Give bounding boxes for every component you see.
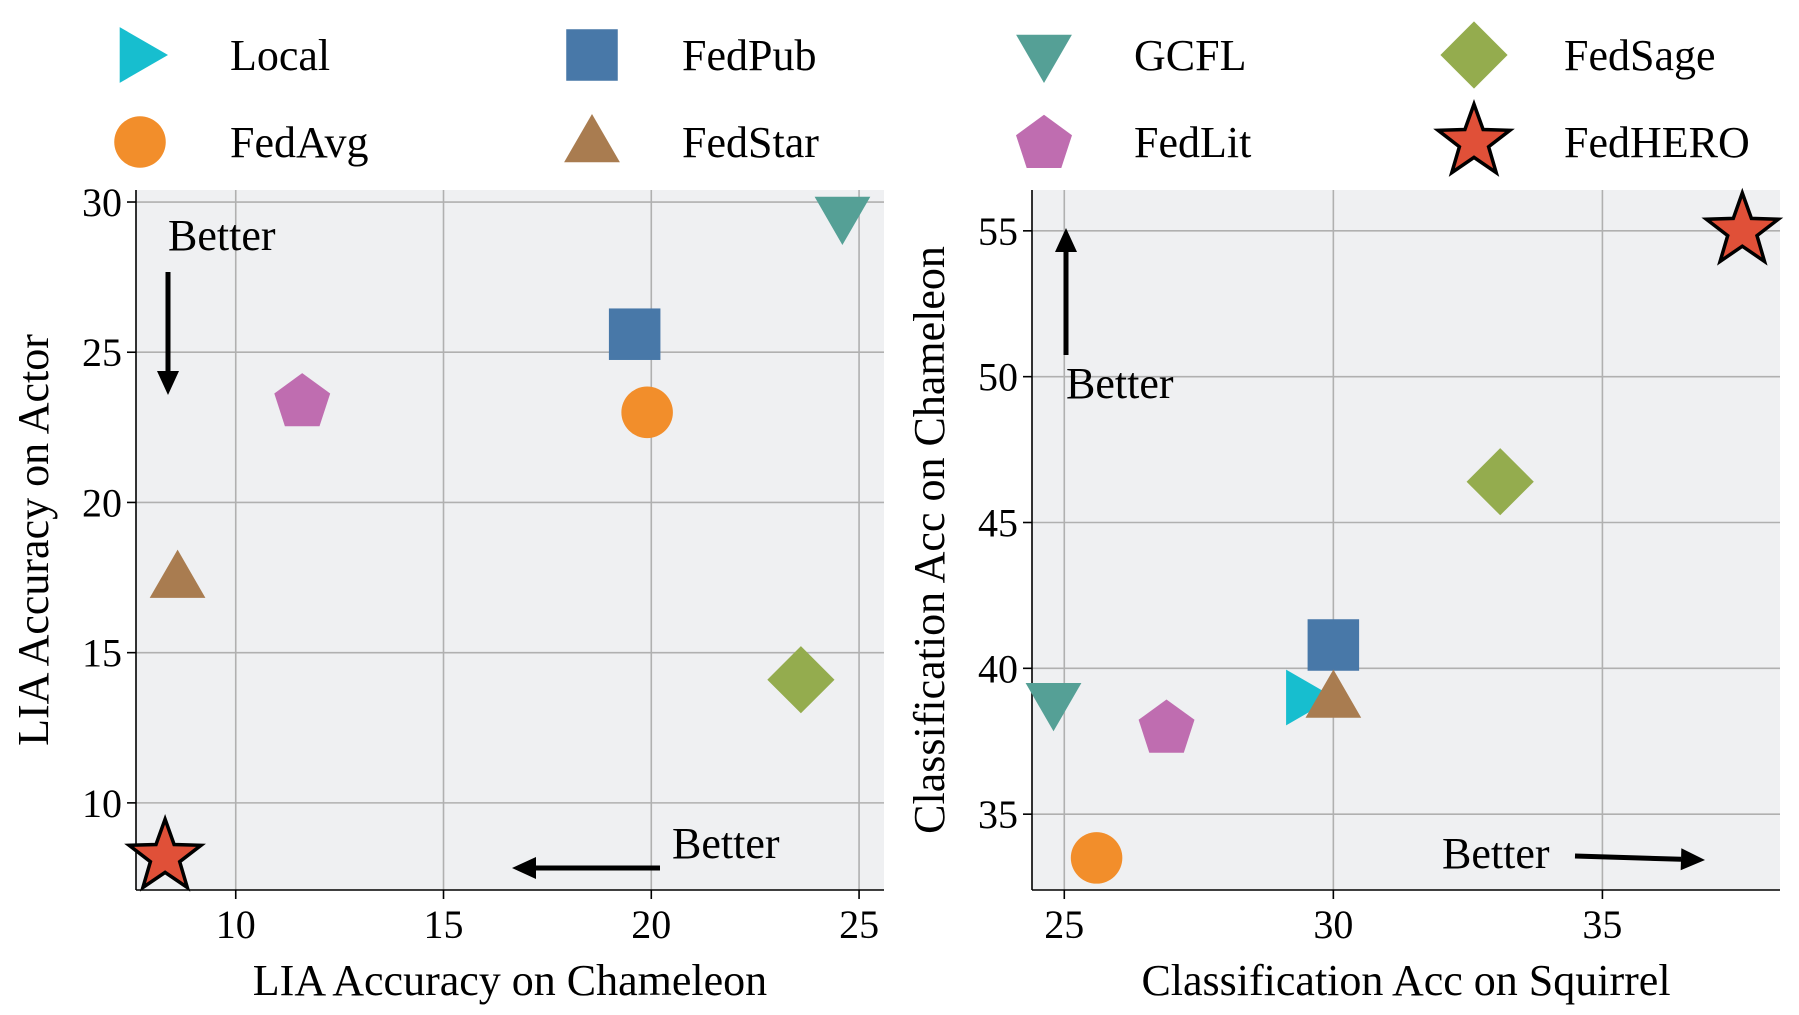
x-axis-title: LIA Accuracy on Chameleon <box>253 956 767 1005</box>
y-tick-label: 30 <box>82 180 122 225</box>
point-fedavg <box>621 386 673 439</box>
x-axis-title: Classification Acc on Squirrel <box>1141 956 1670 1005</box>
arrow-right-shaft <box>1574 853 1682 862</box>
point-fedstar <box>149 549 206 598</box>
better-annotation-left: Better <box>512 819 780 879</box>
annotation-label: Better <box>1442 829 1550 878</box>
arrow-left-icon <box>512 857 536 879</box>
point-fedstar <box>1305 669 1362 718</box>
legend-entry-fedhero: FedHERO <box>1433 99 1750 177</box>
axes: 25 30 35 35 40 45 50 55 <box>978 190 1780 947</box>
better-annotation-right: Better <box>1442 829 1705 878</box>
annotation-label: Better <box>672 819 780 868</box>
legend-label: FedLit <box>1134 118 1251 167</box>
x-tick-label: 15 <box>424 902 464 947</box>
legend-entry-fedpub: FedPub <box>566 29 816 81</box>
legend-diamond-icon <box>1440 21 1508 89</box>
legend-circle-icon <box>114 116 166 168</box>
legend-label: FedPub <box>682 31 816 80</box>
legend-entry-gcfl: GCFL <box>1016 31 1246 83</box>
legend-label: GCFL <box>1134 31 1246 80</box>
legend-entry-fedstar: FedStar <box>564 114 819 167</box>
point-local <box>1286 669 1335 726</box>
point-fedpub <box>608 308 661 360</box>
x-tick-label: 35 <box>1582 902 1622 947</box>
legend-label: FedHERO <box>1564 118 1750 167</box>
legend: Local FedPub GCFL FedSage FedAvg FedStar FedLi… <box>114 21 1750 177</box>
y-tick-label: 40 <box>978 646 1018 691</box>
legend-star-icon <box>1433 99 1515 177</box>
y-tick-label: 55 <box>978 209 1018 254</box>
x-tick-label: 25 <box>839 902 879 947</box>
y-tick-label: 45 <box>978 501 1018 546</box>
y-axis-title: LIA Accuracy on Actor <box>9 334 58 746</box>
point-fedsage <box>1466 448 1534 516</box>
point-fedavg <box>1070 832 1123 884</box>
annotations: Better Better <box>1055 228 1705 878</box>
legend-pentagon-icon <box>1016 114 1072 168</box>
annotations: Better Better <box>157 211 780 879</box>
point-fedlit <box>1138 699 1195 753</box>
arrow-up-icon <box>1055 228 1077 252</box>
y-tick-label: 15 <box>82 631 122 676</box>
arrow-right-icon <box>1680 848 1705 871</box>
grid-lines <box>1032 190 1780 890</box>
legend-triangle-down-icon <box>1016 34 1072 83</box>
legend-label: Local <box>230 31 330 80</box>
annotation-label: Better <box>1066 359 1174 408</box>
legend-entry-fedlit: FedLit <box>1016 114 1251 168</box>
point-gcfl <box>1025 683 1082 732</box>
y-tick-label: 50 <box>978 355 1018 400</box>
better-annotation-up: Better <box>1055 228 1174 408</box>
point-fedlit <box>274 373 331 427</box>
legend-label: FedSage <box>1564 31 1716 80</box>
x-tick-label: 10 <box>216 902 256 947</box>
data-points <box>1025 187 1784 884</box>
legend-label: FedStar <box>682 118 819 167</box>
legend-triangle-up-icon <box>564 114 620 163</box>
y-tick-label: 25 <box>82 330 122 375</box>
annotation-label: Better <box>168 211 276 260</box>
y-tick-label: 20 <box>82 480 122 525</box>
better-annotation-down: Better <box>157 211 276 395</box>
point-fedhero <box>124 814 206 892</box>
right-scatter-panel: 25 30 35 35 40 45 50 55 Better Better Classifica… <box>905 187 1784 1005</box>
data-points <box>124 196 871 892</box>
y-tick-label: 10 <box>82 781 122 826</box>
y-axis-title: Classification Acc on Chameleon <box>905 246 954 834</box>
point-fedpub <box>1307 619 1360 671</box>
legend-triangle-right-icon <box>119 27 168 83</box>
legend-entry-fedsage: FedSage <box>1440 21 1716 89</box>
axes: 10 15 20 25 10 15 20 25 30 <box>82 180 884 947</box>
point-gcfl <box>814 196 871 245</box>
y-tick-label: 35 <box>978 792 1018 837</box>
left-scatter-panel: 10 15 20 25 10 15 20 25 30 Better Better LIA Accu… <box>9 180 884 1005</box>
grid-lines <box>136 190 884 890</box>
x-tick-label: 20 <box>631 902 671 947</box>
plot-area-background <box>136 190 884 890</box>
point-fedhero <box>1701 187 1784 266</box>
legend-entry-fedavg: FedAvg <box>114 116 369 168</box>
x-tick-label: 25 <box>1044 902 1084 947</box>
plot-area-background <box>1032 190 1780 890</box>
legend-label: FedAvg <box>230 118 369 167</box>
point-fedsage <box>767 646 835 714</box>
legend-entry-local: Local <box>119 27 330 83</box>
x-tick-label: 30 <box>1313 902 1353 947</box>
legend-square-icon <box>566 29 618 81</box>
arrow-down-icon <box>157 371 179 395</box>
